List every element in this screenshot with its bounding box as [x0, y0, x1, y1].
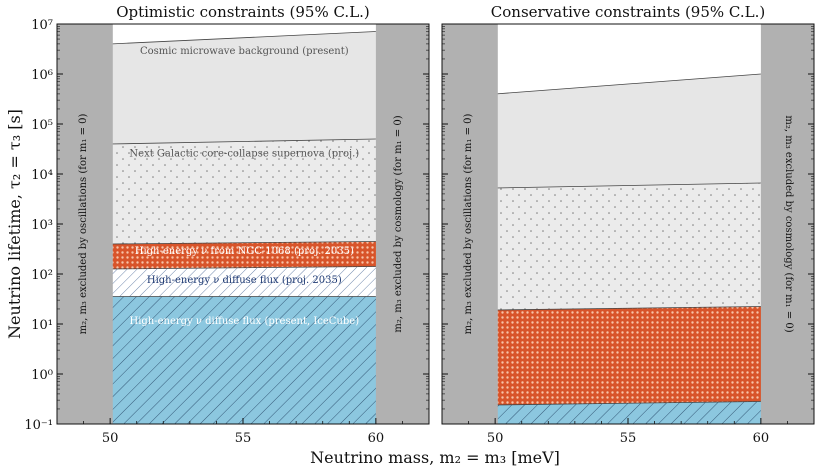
band-edge-icecube-present — [495, 401, 761, 406]
band-edge-diffuse-2035 — [110, 266, 376, 270]
panel-conservative: Conservative constraints (95% C.L.) m₂, … — [441, 3, 815, 446]
bands-optimistic — [57, 31, 429, 424]
y-tick-label: 10⁵ — [31, 118, 53, 133]
band-label-supernova: Next Galactic core-collapse supernova (p… — [129, 149, 359, 160]
gray-region-cosmology — [375, 24, 429, 424]
band-label-icecube-present: High-energy ν diffuse flux (present, Ice… — [129, 316, 359, 327]
band-labels-optimistic: High-energy ν diffuse flux (present, Ice… — [129, 46, 359, 327]
cosmology-label-conservative: m₂, m₃ excluded by cosmology (for m₁ = 0… — [783, 115, 794, 332]
x-tick-label: 55 — [235, 431, 252, 446]
band-edge-ngc-1068 — [110, 241, 376, 245]
panel-title-optimistic: Optimistic constraints (95% C.L.) — [116, 3, 370, 21]
axes-frame-optimistic — [56, 23, 430, 425]
gray-region-oscillations — [57, 24, 113, 424]
band-label-diffuse-2035: High-energy ν diffuse flux (proj. 2035) — [147, 275, 342, 286]
x-axis-label: Neutrino mass, m₂ = m₃ [meV] — [310, 448, 560, 467]
y-tick-label: 10⁴ — [31, 168, 53, 183]
band-edge-supernova — [110, 138, 376, 145]
y-tick-label: 10² — [31, 268, 53, 283]
oscillation-label-optimistic: m₂, m₃ excluded by oscillations (for m₁ … — [78, 114, 89, 335]
x-tick-label: 55 — [620, 431, 637, 446]
cosmology-label-optimistic: m₂, m₃ excluded by cosmology (for m₁ = 0… — [393, 115, 404, 332]
band-label-cmb: Cosmic microwave background (present) — [140, 46, 349, 57]
bands-conservative — [442, 73, 814, 424]
x-tick-label: 50 — [487, 431, 504, 446]
band-pattern-ngc-1068 — [442, 306, 814, 424]
x-tick-label: 50 — [102, 431, 119, 446]
x-tick-label: 60 — [368, 431, 385, 446]
y-tick-label: 10⁷ — [31, 18, 53, 33]
x-tick-label: 60 — [753, 431, 770, 446]
gray-region-oscillations — [442, 24, 498, 424]
axes-frame-conservative — [441, 23, 815, 425]
gray-region-cosmology — [760, 24, 814, 424]
y-tick-label: 10¹ — [31, 318, 53, 333]
y-tick-label: 10⁰ — [31, 368, 53, 383]
band-pattern-icecube-present — [57, 296, 429, 424]
band-edge-cmb — [110, 31, 376, 45]
y-tick-label: 10⁶ — [31, 68, 53, 83]
band-edge-ngc-1068 — [495, 306, 761, 311]
band-pattern-icecube-present — [442, 401, 814, 424]
gray-regions-conservative — [442, 24, 814, 424]
panel-title-conservative: Conservative constraints (95% C.L.) — [491, 3, 765, 21]
y-tick-labels: 10⁻¹ 10⁰ 10¹ 10² 10³ 10⁴ 10⁵ 10⁶ 10⁷ — [24, 18, 53, 433]
y-tick-label: 10³ — [31, 218, 53, 233]
panel-optimistic: Optimistic constraints (95% C.L.) High-e… — [56, 3, 430, 446]
band-label-ngc-1068: High-energy ν from NGC-1068 (proj. 2035) — [135, 246, 354, 257]
y-axis-label: Neutrino lifetime, τ₂ = τ₃ [s] — [5, 109, 24, 339]
gray-regions-optimistic — [57, 24, 429, 424]
y-tick-label: 10⁻¹ — [24, 418, 53, 433]
band-edge-supernova — [495, 182, 761, 189]
band-edge-cmb — [495, 73, 761, 95]
oscillation-label-conservative: m₂, m₃ excluded by oscillations (for m₁ … — [463, 114, 474, 335]
